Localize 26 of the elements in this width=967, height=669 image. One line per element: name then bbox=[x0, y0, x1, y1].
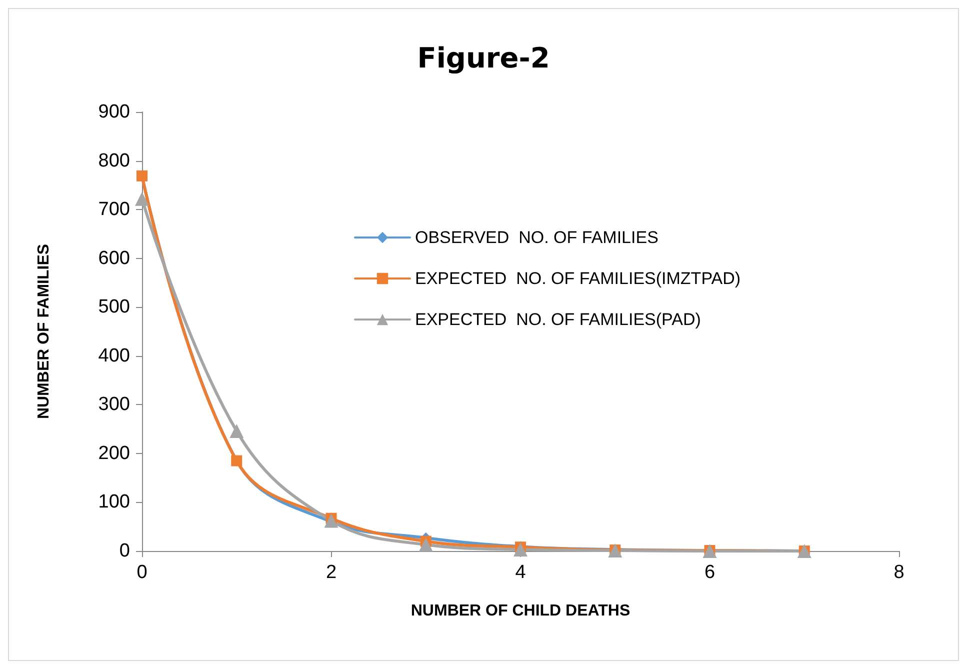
point bbox=[324, 514, 338, 528]
x-axis-title: NUMBER OF CHILD DEATHS bbox=[410, 602, 630, 620]
y-tick-label: 100 bbox=[98, 492, 130, 513]
point bbox=[135, 192, 149, 206]
y-tick-label: 0 bbox=[119, 540, 130, 562]
y-tick-label: 600 bbox=[98, 248, 130, 269]
y-tick-label: 700 bbox=[98, 199, 130, 220]
x-tick-label: 2 bbox=[326, 562, 337, 583]
y-tick-label: 500 bbox=[98, 296, 130, 318]
y-tick-label: 800 bbox=[98, 150, 130, 172]
y-tick-label: 200 bbox=[98, 442, 130, 464]
x-tick-label: 0 bbox=[136, 562, 148, 583]
y-axis-title: NUMBER OF FAMILIES bbox=[36, 244, 52, 420]
point bbox=[418, 538, 433, 552]
x-tick-label: 4 bbox=[515, 562, 526, 583]
point bbox=[514, 542, 528, 557]
legend-label: EXPECTED NO. OF FAMILIES(PAD) bbox=[415, 310, 701, 329]
y-tick-label: 900 bbox=[98, 102, 130, 122]
legend-label: OBSERVED NO. OF FAMILIES bbox=[415, 228, 658, 247]
y-tick-label: 400 bbox=[98, 345, 130, 366]
legend-label: EXPECTED NO. OF FAMILIES(IMZTPAD) bbox=[415, 269, 741, 288]
y-tick-label: 300 bbox=[98, 394, 130, 416]
x-tick-label: 8 bbox=[894, 562, 904, 583]
chart-title: Figure-2 bbox=[417, 42, 550, 74]
point bbox=[230, 424, 244, 438]
x-tick-label: 6 bbox=[704, 562, 716, 583]
